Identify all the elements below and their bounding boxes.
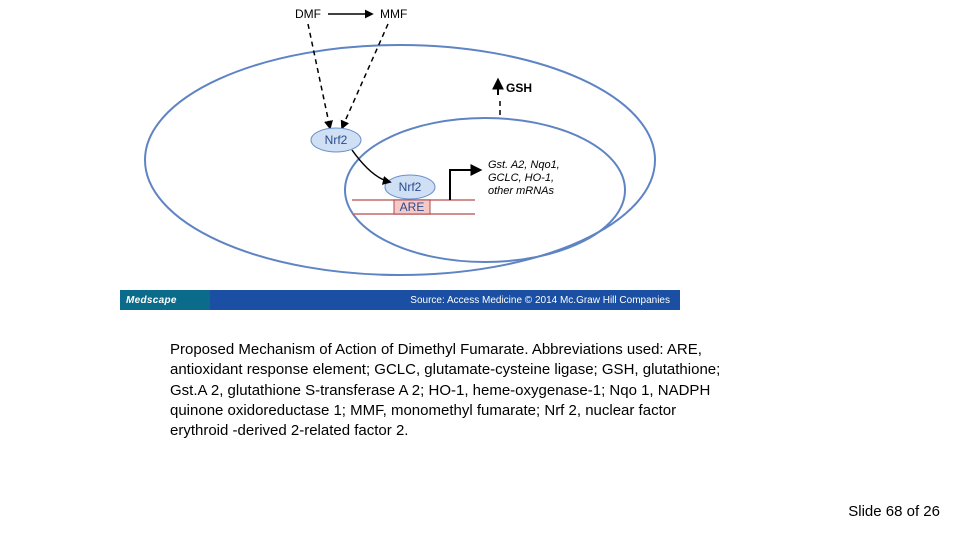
are-label: ARE [400,200,425,214]
source-bar: Medscape Source: Access Medicine © 2014 … [120,290,680,310]
entry-arrow-2 [342,24,388,128]
figure-caption: Proposed Mechanism of Action of Dimethyl… [170,340,730,441]
diagram-svg: DMF MMF Nrf2 Nrf2 ARE Gst. A2, Nqo1,GCLC, HO-… [120,0,680,290]
dmf-label: DMF [295,7,321,21]
cell-membrane [145,45,655,275]
mrna-list-line-3: other mRNAs [488,185,555,197]
mechanism-diagram: DMF MMF Nrf2 Nrf2 ARE Gst. A2, Nqo1,GCLC, HO-… [120,0,680,290]
slide-number: Slide 68 of 26 [848,503,940,520]
nrf2-nucleus-label: Nrf2 [399,180,422,194]
entry-arrow-1 [308,24,330,128]
mrna-list-line-1: Gst. A2, Nqo1, [488,159,560,171]
brand-badge: Medscape [120,290,210,310]
gsh-label: GSH [506,81,532,95]
source-text: Source: Access Medicine © 2014 Mc.Graw H… [210,290,680,310]
nrf2-translocation-arrow [352,150,390,182]
mmf-label: MMF [380,7,407,21]
nrf2-cytoplasm-label: Nrf2 [325,133,348,147]
mrna-list-line-2: GCLC, HO-1, [488,172,554,184]
transcription-arrow [450,170,480,200]
